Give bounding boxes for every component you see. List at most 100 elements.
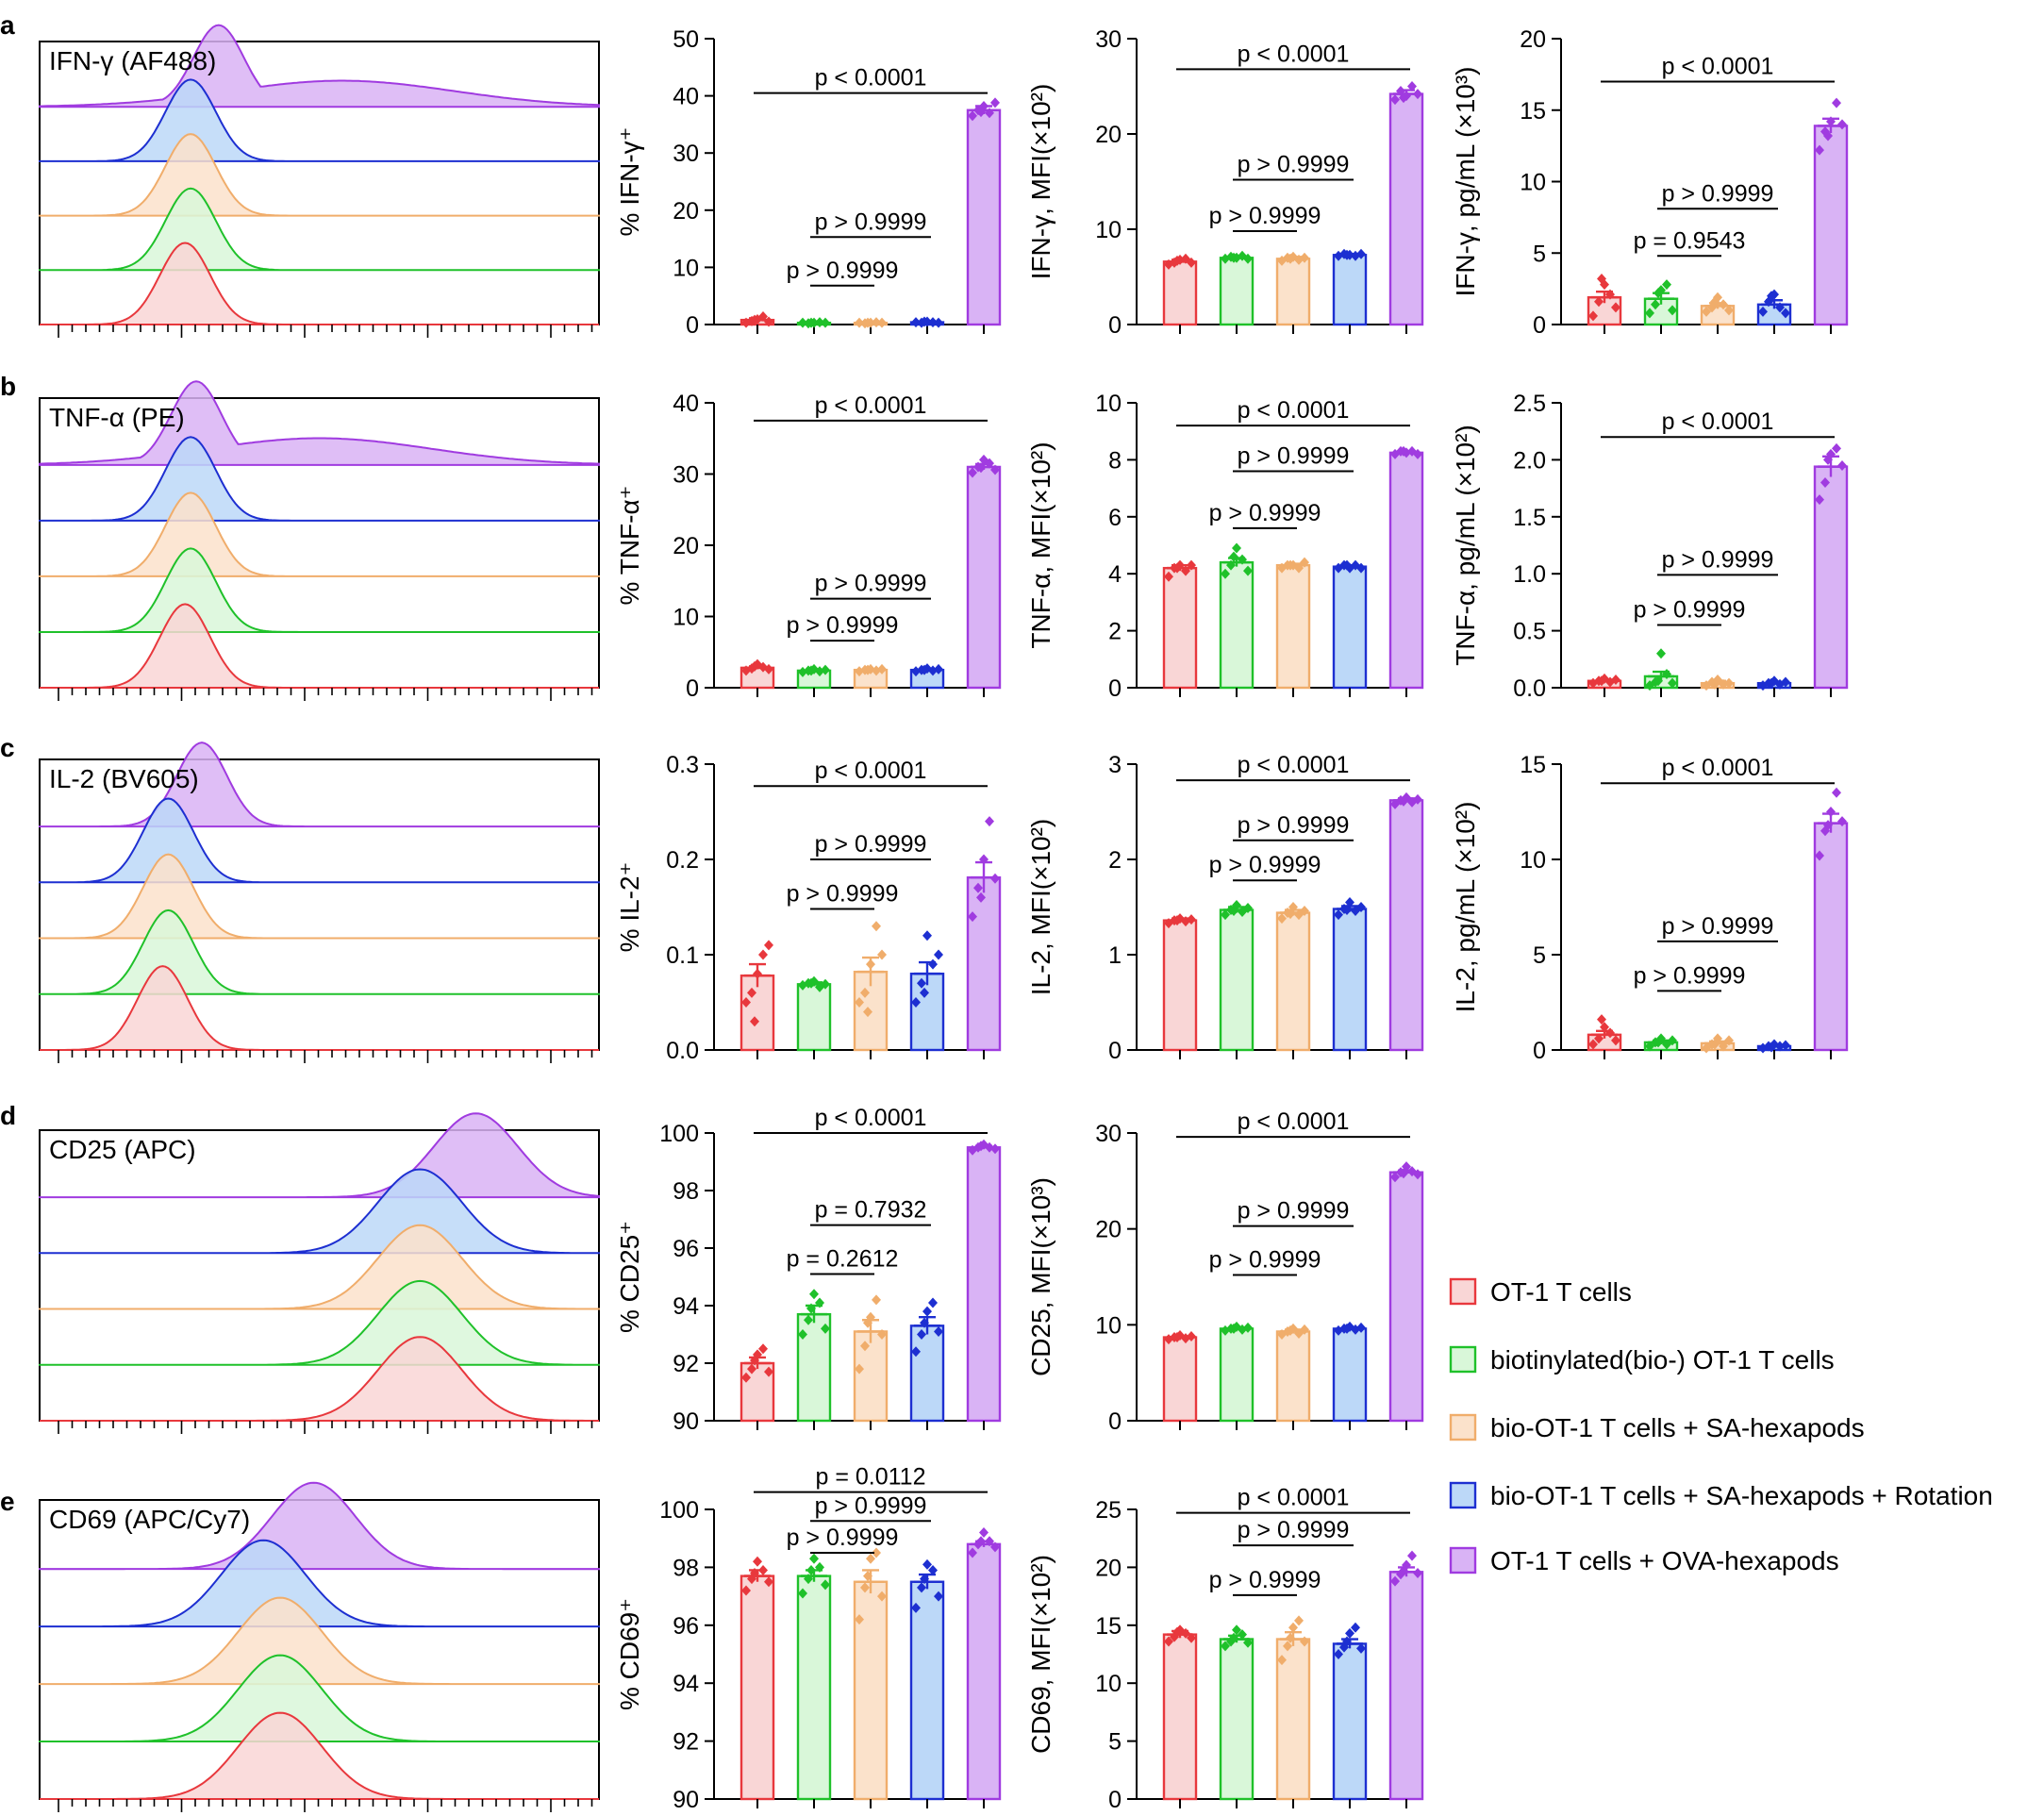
y-axis-label: CD69, MFI(×10²) xyxy=(1026,1555,1055,1754)
y-axis-label: IL-2, pg/mL (×10²) xyxy=(1451,802,1480,1013)
data-point xyxy=(866,958,875,970)
histogram-curve xyxy=(40,1711,599,1800)
bar xyxy=(909,1325,945,1423)
p-value-label: p > 0.9999 xyxy=(815,1492,927,1519)
data-point xyxy=(1238,554,1247,565)
p-value-label: p > 0.9999 xyxy=(1238,442,1350,469)
panel-letter-a: a xyxy=(0,10,15,40)
data-point xyxy=(877,949,887,960)
y-tick-label: 0 xyxy=(1108,1408,1122,1435)
data-point xyxy=(758,1343,768,1355)
y-tick-label: 0 xyxy=(1108,675,1122,702)
bar xyxy=(1332,1327,1368,1423)
data-point xyxy=(1238,1629,1247,1641)
data-point xyxy=(1724,677,1734,689)
data-point xyxy=(1342,1636,1352,1647)
y-tick-label: 10 xyxy=(1520,847,1546,874)
data-point xyxy=(1719,299,1728,310)
data-point xyxy=(815,317,824,328)
histogram-frame xyxy=(39,758,600,1051)
histogram-e: CD69 (APC/Cy7) xyxy=(39,1481,600,1812)
data-point xyxy=(855,997,864,1008)
data-point xyxy=(911,1602,921,1613)
data-point xyxy=(1399,445,1408,457)
y-tick-label: 20 xyxy=(1095,1217,1122,1243)
data-point xyxy=(934,949,943,960)
p-value-label: p > 0.9999 xyxy=(1209,500,1321,526)
y-tick-label: 15 xyxy=(1520,752,1546,778)
data-point xyxy=(1187,257,1196,268)
chart-e2: 0 5 10 15 20 25 CD69, MFI(×10²) p < 0.0001 p > 0… xyxy=(1026,1485,1424,1813)
data-point xyxy=(877,317,887,328)
data-point xyxy=(877,663,887,675)
bar xyxy=(966,465,1002,690)
histogram-d: CD25 (APC) xyxy=(39,1112,600,1434)
histogram-curve xyxy=(39,133,600,217)
data-point xyxy=(1826,807,1836,817)
data-point xyxy=(809,1553,819,1564)
y-tick-label: 10 xyxy=(1095,1312,1122,1339)
data-point xyxy=(922,1558,932,1570)
data-point xyxy=(758,311,768,323)
data-point xyxy=(1243,565,1253,576)
y-axis-label: IL-2, MFI(×10²) xyxy=(1026,819,1055,995)
data-point xyxy=(750,1016,759,1027)
data-point xyxy=(976,107,986,118)
data-point xyxy=(872,921,881,932)
bar xyxy=(1275,1330,1311,1423)
bar xyxy=(1219,257,1255,326)
y-tick-label: 2 xyxy=(1108,619,1122,645)
data-point xyxy=(1345,1627,1354,1639)
data-point xyxy=(1710,1039,1720,1050)
p-value-label: p < 0.0001 xyxy=(1662,408,1774,435)
y-axis-label: % IL-2⁺ xyxy=(615,862,644,953)
p-value-label: p < 0.0001 xyxy=(815,392,927,419)
chart-c2: 0 1 2 3 IL-2, MFI(×10²) p < 0.0001 p > 0.9999 p… xyxy=(1026,752,1424,1064)
data-point xyxy=(1232,542,1241,554)
data-point xyxy=(1399,1565,1408,1576)
p-value-label: p > 0.9999 xyxy=(1209,1246,1321,1273)
p-value-label: p > 0.9999 xyxy=(815,208,927,235)
data-point xyxy=(990,97,1000,108)
data-point xyxy=(920,1574,929,1585)
data-point xyxy=(804,1574,813,1585)
data-point xyxy=(1286,1632,1295,1643)
data-point xyxy=(1229,906,1238,917)
data-point xyxy=(1356,562,1366,574)
data-point xyxy=(1221,1641,1230,1652)
y-tick-label: 0 xyxy=(1108,1038,1122,1064)
data-point xyxy=(753,968,762,979)
data-point xyxy=(990,1541,1000,1553)
data-point xyxy=(815,1297,824,1308)
y-tick-label: 5 xyxy=(1108,1729,1122,1756)
data-point xyxy=(1277,1655,1287,1666)
histogram-curve xyxy=(39,187,600,272)
y-tick-label: 92 xyxy=(673,1729,699,1756)
data-point xyxy=(973,882,983,893)
data-point xyxy=(860,987,870,998)
y-tick-label: 20 xyxy=(673,198,699,225)
chart-d2: 0 10 20 30 CD25, MFI(×10³) p < 0.0001 p > 0.99… xyxy=(1026,1108,1424,1435)
data-point xyxy=(1407,1550,1417,1561)
histogram-curve xyxy=(39,1596,600,1686)
data-point xyxy=(1172,1332,1182,1343)
data-point xyxy=(1611,302,1620,313)
y-tick-label: 1.0 xyxy=(1513,561,1546,588)
data-point xyxy=(855,317,864,328)
y-axis-label: TNF-α, MFI(×10²) xyxy=(1026,442,1055,648)
p-value-label: p > 0.9999 xyxy=(1662,180,1774,207)
bar xyxy=(1388,1171,1424,1423)
data-point xyxy=(1221,568,1230,579)
data-point xyxy=(1243,253,1253,264)
data-point xyxy=(1181,1627,1190,1639)
data-point xyxy=(1413,793,1422,805)
chart-c3: 0 5 10 15 IL-2, pg/mL (×10²) p < 0.0001 p > 0.… xyxy=(1451,752,1849,1064)
data-point xyxy=(804,1314,813,1325)
y-tick-label: 2.5 xyxy=(1513,391,1546,417)
bar xyxy=(1162,260,1198,326)
y-tick-label: 0.3 xyxy=(666,752,699,778)
data-point xyxy=(1781,1040,1790,1051)
y-tick-label: 98 xyxy=(673,1555,699,1581)
data-point xyxy=(1668,677,1677,689)
